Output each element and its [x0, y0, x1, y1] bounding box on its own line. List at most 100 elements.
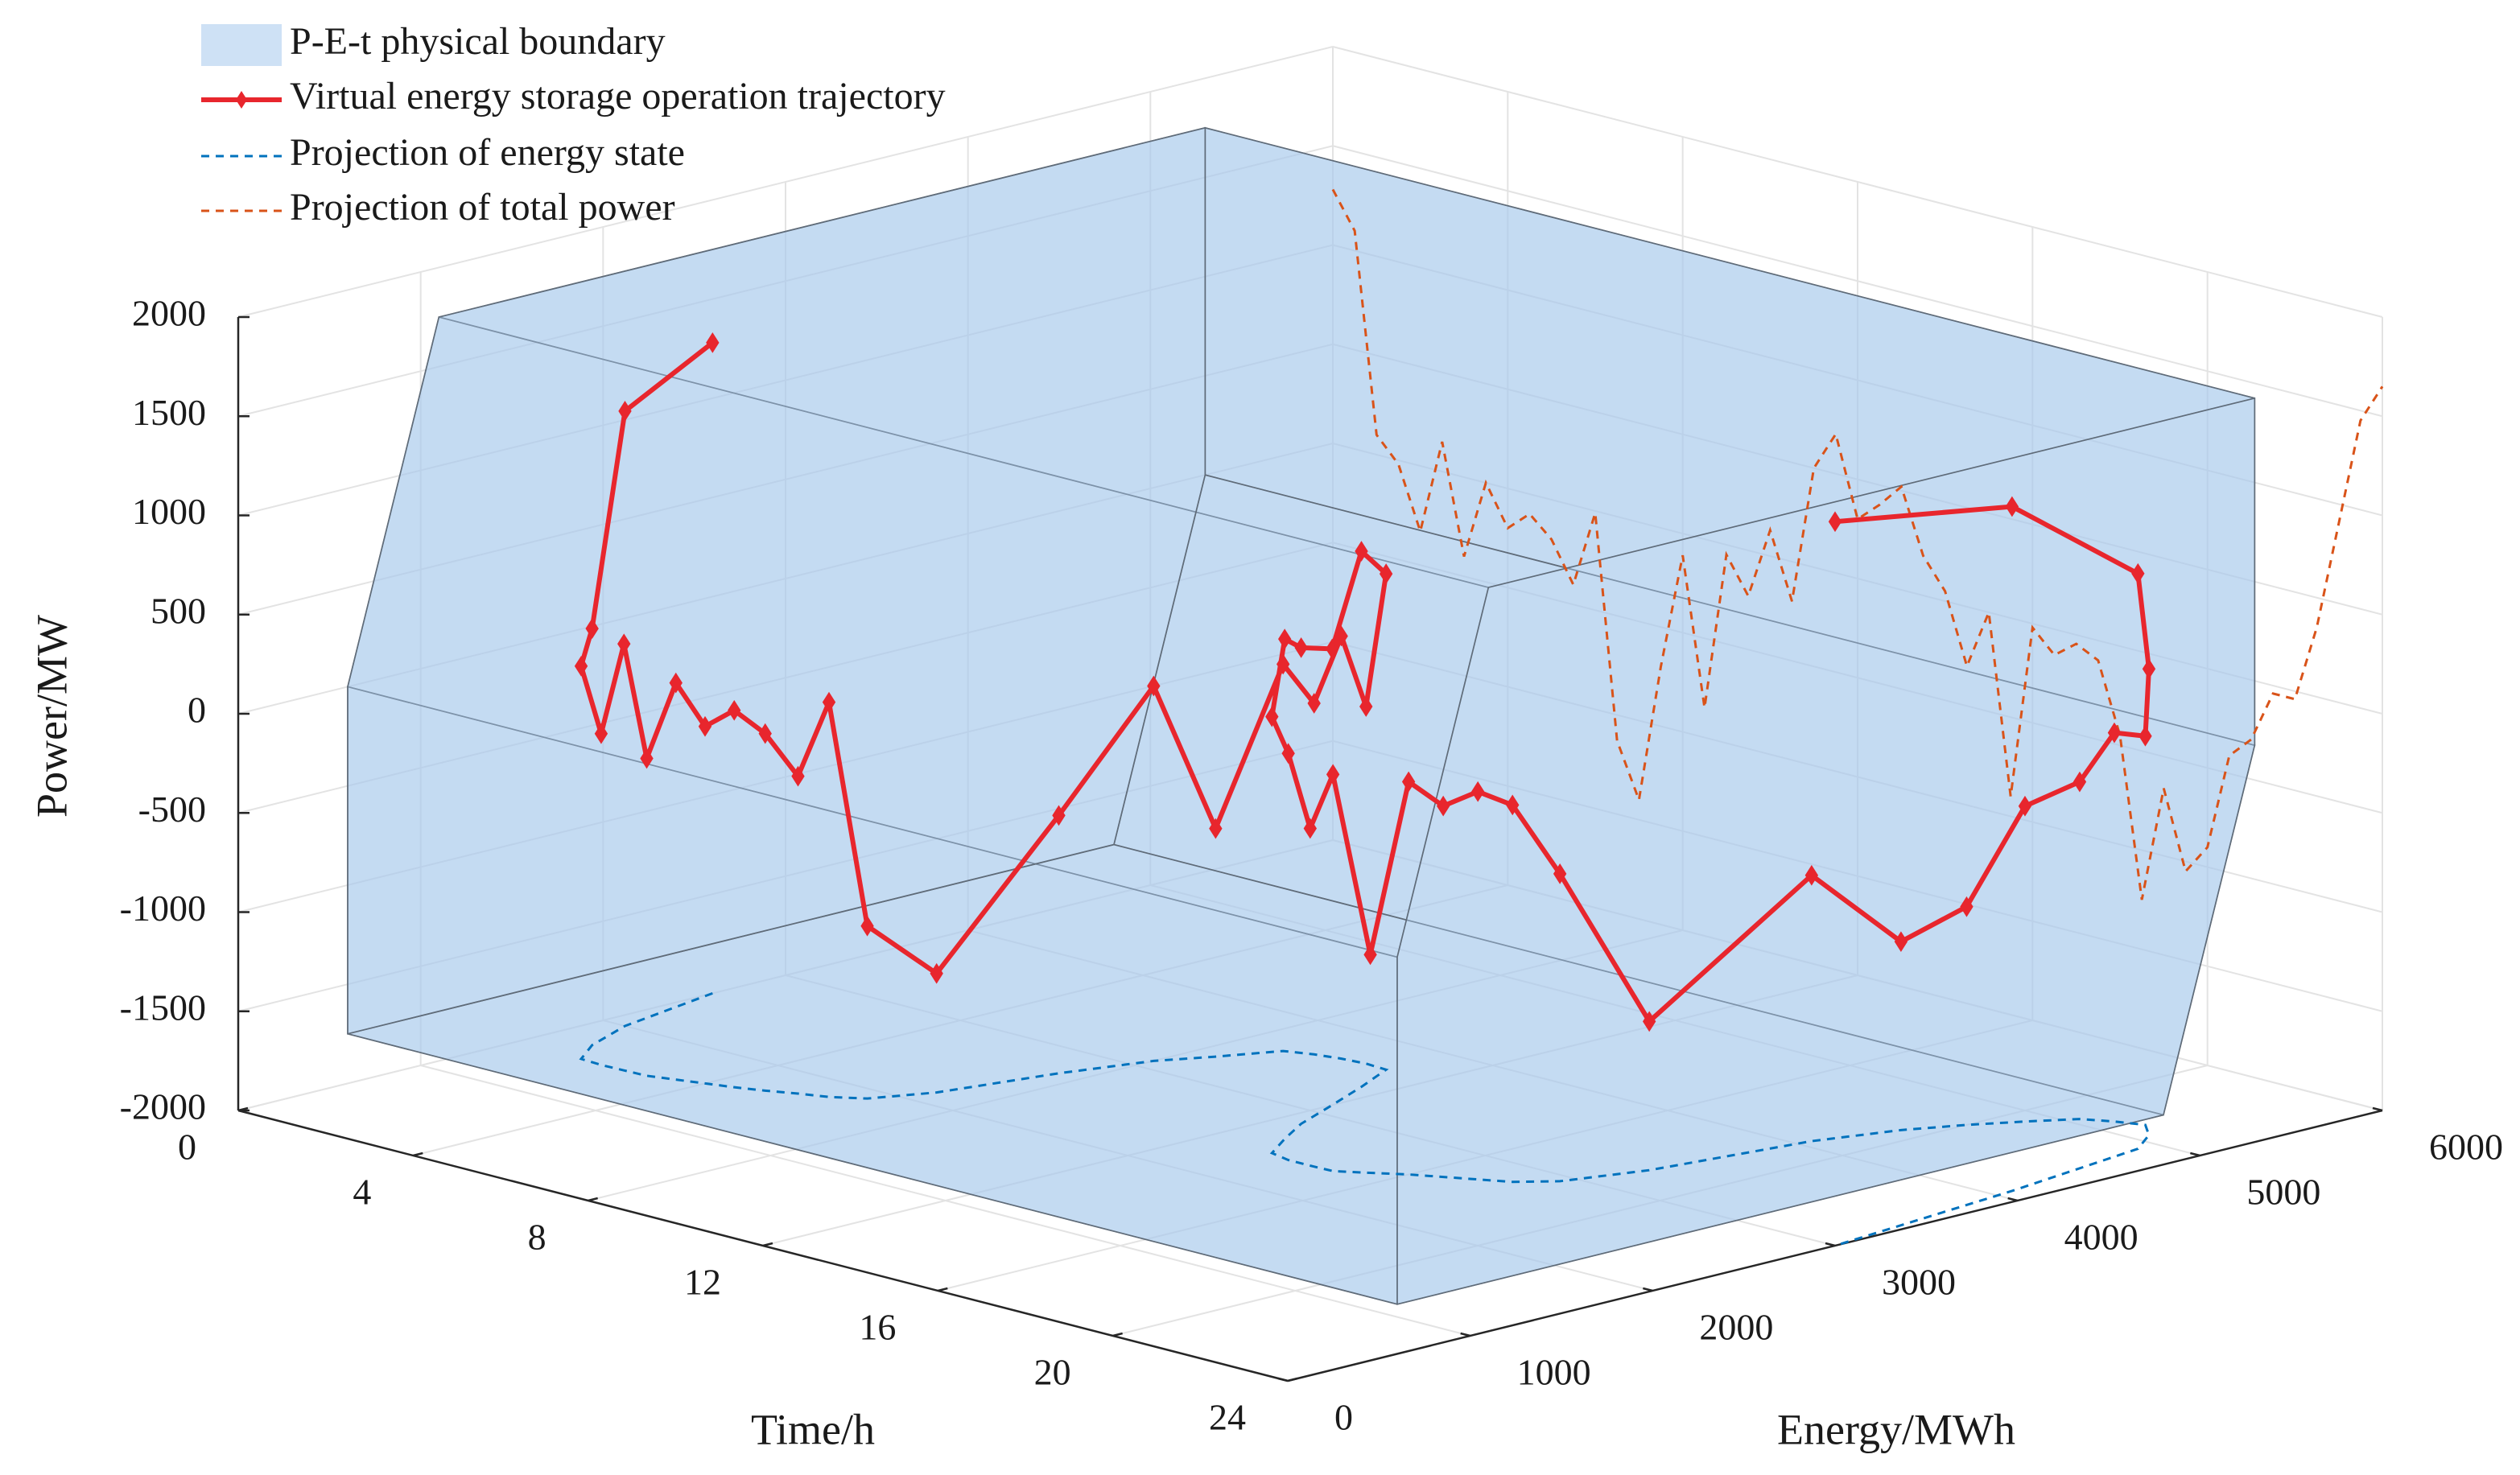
trajectory-marker	[1363, 944, 1377, 966]
y-tick-label: 3000	[1882, 1262, 1956, 1303]
y-tick-label: 0	[1334, 1397, 1353, 1438]
z-tick-label: -500	[138, 789, 206, 830]
trajectory-marker	[594, 723, 608, 744]
grid-line	[1332, 145, 2383, 418]
trajectory-marker	[574, 655, 588, 677]
y-tick-label: 6000	[2429, 1127, 2503, 1168]
grid-line	[237, 145, 1334, 418]
legend-label: Projection of total power	[290, 186, 675, 229]
z-tick-label: -1000	[120, 888, 206, 929]
trajectory-marker	[1642, 1011, 1656, 1032]
trajectory-marker	[2018, 795, 2032, 817]
legend: P-E-t physical boundary Virtual energy st…	[201, 20, 946, 229]
trajectory-marker	[1294, 637, 1308, 658]
trajectory-marker	[618, 400, 632, 422]
trajectory-marker	[1278, 628, 1292, 649]
y-tick	[1460, 1332, 1470, 1337]
trajectory-marker	[728, 699, 741, 721]
grid-line	[1332, 443, 2383, 715]
x-tick-label: 0	[178, 1127, 196, 1168]
trajectory-marker	[860, 915, 874, 937]
trajectory-marker	[1828, 511, 1842, 533]
x-tick-label: 20	[1034, 1352, 1071, 1393]
y-tick	[2007, 1197, 2018, 1202]
z-axis-label: Power/MW	[27, 615, 76, 818]
trajectory-marker	[1553, 863, 1567, 884]
legend-label: Projection of energy state	[290, 131, 685, 174]
grid-line	[1332, 542, 2383, 814]
grid-line	[1332, 343, 2383, 616]
x-tick	[762, 1242, 773, 1247]
x-tick	[413, 1152, 423, 1157]
trajectory-marker	[1471, 781, 1485, 802]
trajectory-marker	[1379, 563, 1393, 584]
trajectory-marker	[1359, 696, 1373, 717]
x-tick-label: 24	[1209, 1397, 1246, 1438]
boundary-face	[1396, 397, 2256, 1305]
grid-line	[237, 244, 1334, 517]
trajectory-marker	[640, 748, 654, 769]
trajectory-marker	[1804, 864, 1819, 886]
trajectory-marker	[1401, 771, 1416, 793]
y-tick-label: 2000	[1699, 1307, 1773, 1348]
grid-line	[603, 1020, 1653, 1292]
trajectory-marker	[1960, 896, 1974, 917]
trajectory-marker	[1436, 795, 1450, 817]
legend-label: P-E-t physical boundary	[290, 20, 666, 63]
legend-swatch	[201, 24, 282, 66]
y-tick	[2372, 1106, 2383, 1112]
x-tick	[1112, 1332, 1123, 1337]
trajectory-marker	[698, 715, 712, 737]
trajectory-marker	[1506, 794, 1520, 816]
trajectory-marker	[1276, 653, 1290, 675]
z-tick-label: 1000	[132, 491, 206, 532]
x-tick	[938, 1287, 948, 1292]
grid-line	[1332, 46, 2383, 318]
x-axis-label: Time/h	[751, 1405, 875, 1453]
trajectory-marker	[1334, 625, 1348, 647]
grid-line	[1332, 244, 2383, 517]
trajectory-marker	[2107, 722, 2122, 744]
y-axis-label: Energy/MWh	[1777, 1405, 2015, 1453]
trajectory-marker	[758, 723, 772, 744]
grid-line	[237, 343, 1334, 616]
boundary-face	[347, 126, 1206, 1035]
y-tick-label: 1000	[1517, 1352, 1591, 1393]
trajectory-marker	[706, 332, 720, 353]
axes: -2000 -1500 -1000 -500 0 500 1000 1500 2000 0 4 8 12…	[120, 293, 2503, 1438]
z-tick-label: 0	[188, 690, 206, 731]
y-tick	[2190, 1152, 2200, 1157]
trajectory-marker	[2005, 496, 2019, 517]
grid-line	[967, 929, 2018, 1201]
trajectory-marker	[617, 633, 631, 655]
trajectory-marker	[2138, 725, 2152, 747]
z-tick-label: -1500	[120, 987, 206, 1028]
trajectory-marker	[1307, 693, 1321, 714]
trajectory-marker	[1326, 764, 1340, 785]
trajectory-marker	[2073, 771, 2087, 793]
grid-line	[237, 46, 1334, 318]
grid-line	[1332, 641, 2383, 913]
z-tick-label: 500	[151, 590, 206, 631]
trajectory-marker	[930, 962, 943, 984]
trajectory-marker	[1265, 706, 1279, 727]
x-tick-label: 8	[528, 1217, 546, 1258]
x-tick	[237, 1106, 249, 1112]
grid-line	[237, 542, 1334, 814]
trajectory-marker	[791, 765, 805, 787]
trajectory-marker	[1355, 541, 1368, 562]
trajectory-marker	[1894, 931, 1908, 953]
trajectory-marker	[1326, 638, 1339, 660]
z-tick-label: -2000	[120, 1086, 206, 1127]
y-tick	[1277, 1377, 1289, 1382]
plot-area	[347, 126, 2384, 1305]
x-tick-label: 4	[353, 1172, 371, 1213]
trajectory-marker	[822, 691, 836, 713]
x-tick	[1287, 1377, 1298, 1382]
z-tick-label: 1500	[132, 392, 206, 433]
trajectory-marker	[1147, 675, 1161, 697]
trajectory-marker	[1209, 818, 1223, 839]
y-tick-label: 4000	[2064, 1217, 2138, 1258]
x-tick-label: 12	[684, 1262, 721, 1303]
